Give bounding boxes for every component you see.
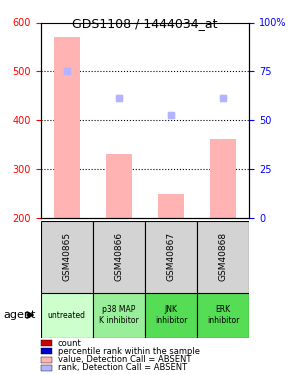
Text: GSM40866: GSM40866 <box>114 232 124 281</box>
FancyBboxPatch shape <box>93 292 145 338</box>
Bar <box>158 194 184 217</box>
FancyBboxPatch shape <box>145 292 197 338</box>
Text: GSM40867: GSM40867 <box>166 232 176 281</box>
Text: agent: agent <box>3 310 35 320</box>
FancyBboxPatch shape <box>93 221 145 292</box>
Text: value, Detection Call = ABSENT: value, Detection Call = ABSENT <box>58 355 191 364</box>
Text: rank, Detection Call = ABSENT: rank, Detection Call = ABSENT <box>58 363 187 372</box>
FancyBboxPatch shape <box>197 221 249 292</box>
Text: GDS1108 / 1444034_at: GDS1108 / 1444034_at <box>72 17 218 30</box>
Bar <box>210 138 236 218</box>
Text: ERK
inhibitor: ERK inhibitor <box>207 305 240 325</box>
Text: p38 MAP
K inhibitor: p38 MAP K inhibitor <box>99 305 139 325</box>
Text: count: count <box>58 339 82 348</box>
Text: GSM40865: GSM40865 <box>62 232 71 281</box>
Bar <box>106 154 132 218</box>
Text: JNK
inhibitor: JNK inhibitor <box>155 305 187 325</box>
FancyBboxPatch shape <box>145 221 197 292</box>
Text: percentile rank within the sample: percentile rank within the sample <box>58 347 200 356</box>
FancyBboxPatch shape <box>197 292 249 338</box>
Text: GSM40868: GSM40868 <box>219 232 228 281</box>
Bar <box>54 37 80 218</box>
FancyBboxPatch shape <box>41 292 93 338</box>
Text: untreated: untreated <box>48 310 86 320</box>
FancyBboxPatch shape <box>41 221 93 292</box>
